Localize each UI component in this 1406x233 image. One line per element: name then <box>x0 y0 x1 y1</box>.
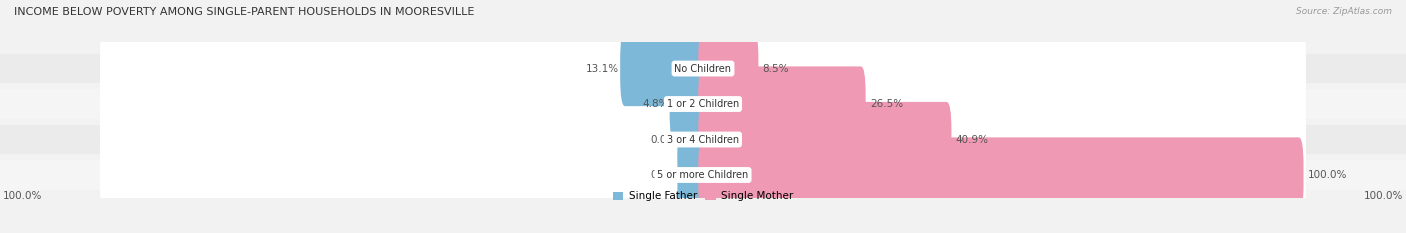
Text: 100.0%: 100.0% <box>1308 170 1347 180</box>
FancyBboxPatch shape <box>699 66 866 142</box>
Text: 26.5%: 26.5% <box>870 99 903 109</box>
FancyBboxPatch shape <box>620 31 707 106</box>
Text: 13.1%: 13.1% <box>586 64 619 74</box>
Text: No Children: No Children <box>675 64 731 74</box>
Text: 0.0%: 0.0% <box>650 170 676 180</box>
Text: 100.0%: 100.0% <box>1364 191 1403 201</box>
FancyBboxPatch shape <box>0 160 1406 190</box>
Text: 100.0%: 100.0% <box>3 191 42 201</box>
FancyBboxPatch shape <box>699 102 952 177</box>
Legend: Single Father, Single Mother: Single Father, Single Mother <box>609 187 797 205</box>
Text: Source: ZipAtlas.com: Source: ZipAtlas.com <box>1296 7 1392 16</box>
Text: 8.5%: 8.5% <box>762 64 789 74</box>
Text: 3 or 4 Children: 3 or 4 Children <box>666 134 740 144</box>
FancyBboxPatch shape <box>678 137 707 212</box>
FancyBboxPatch shape <box>678 102 707 177</box>
Text: INCOME BELOW POVERTY AMONG SINGLE-PARENT HOUSEHOLDS IN MOORESVILLE: INCOME BELOW POVERTY AMONG SINGLE-PARENT… <box>14 7 474 17</box>
FancyBboxPatch shape <box>699 137 1303 212</box>
Text: 0.0%: 0.0% <box>650 134 676 144</box>
FancyBboxPatch shape <box>669 66 707 142</box>
FancyBboxPatch shape <box>0 89 1406 119</box>
Text: 4.8%: 4.8% <box>643 99 668 109</box>
Text: 5 or more Children: 5 or more Children <box>658 170 748 180</box>
FancyBboxPatch shape <box>100 49 1306 159</box>
FancyBboxPatch shape <box>0 54 1406 83</box>
FancyBboxPatch shape <box>100 14 1306 123</box>
Text: 1 or 2 Children: 1 or 2 Children <box>666 99 740 109</box>
FancyBboxPatch shape <box>699 31 758 106</box>
FancyBboxPatch shape <box>100 120 1306 230</box>
Text: 40.9%: 40.9% <box>956 134 988 144</box>
FancyBboxPatch shape <box>100 85 1306 194</box>
FancyBboxPatch shape <box>0 125 1406 154</box>
